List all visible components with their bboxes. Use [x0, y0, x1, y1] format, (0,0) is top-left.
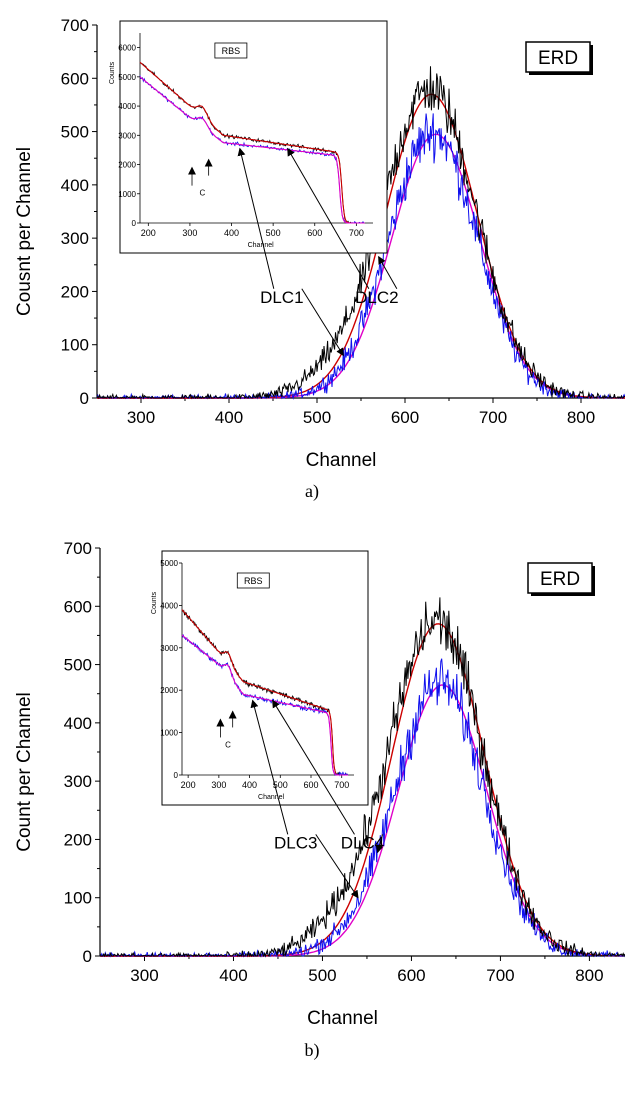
- y-tick-label: 300: [61, 229, 89, 248]
- inset-x-tick-label: 200: [181, 780, 196, 790]
- rbs-box: [214, 42, 248, 59]
- inset-x-tick-label: 500: [266, 228, 281, 238]
- series-line-black: [99, 597, 625, 958]
- inset-y-tick-label: 4000: [160, 601, 178, 610]
- y-tick-label: 400: [64, 714, 92, 733]
- series-line-black: [96, 66, 625, 400]
- annotation-arrow: [375, 834, 384, 854]
- erd-box-shadow: [531, 593, 595, 596]
- y-tick-label: 0: [83, 947, 92, 966]
- y-tick-label: 500: [64, 656, 92, 675]
- annotation-label: DLC3: [274, 833, 317, 852]
- inset-series-magenta: [181, 634, 348, 776]
- inset-y-tick-label: 5000: [160, 559, 178, 568]
- x-tick-label: 700: [479, 408, 507, 427]
- x-tick-label: 800: [567, 408, 595, 427]
- annotation-arrow: [272, 699, 355, 835]
- inset-y-tick-label: 1000: [118, 190, 136, 199]
- y-tick-label: 0: [80, 389, 89, 408]
- inset-x-tick-label: 400: [242, 780, 257, 790]
- annotation-arrow: [237, 147, 275, 289]
- inset-x-tick-label: 700: [334, 780, 349, 790]
- erd-label: ERD: [540, 569, 580, 590]
- inset-y-tick-label: 4000: [118, 102, 136, 111]
- inset-y-tick-label: 2000: [160, 686, 178, 695]
- erd-box: [525, 41, 591, 73]
- inset-frame: [119, 20, 388, 254]
- x-tick-label: 800: [575, 966, 603, 985]
- y-tick-label: 500: [61, 123, 89, 142]
- rbs-label: RBS: [222, 46, 241, 56]
- inset-y-tick-label: 5000: [118, 73, 136, 82]
- erd-box-shadow: [529, 72, 593, 75]
- figure-caption: b): [305, 1040, 320, 1061]
- inset-y-tick-label: 2000: [118, 161, 136, 170]
- x-axis-title: Channel: [306, 450, 377, 471]
- annotation-arrow: [287, 147, 370, 290]
- inset-frame: [161, 550, 369, 806]
- annotation-label: DLC1: [260, 288, 303, 307]
- x-tick-label: 400: [215, 408, 243, 427]
- y-axis-title: Cousnt per Channel: [14, 147, 35, 316]
- y-tick-label: 700: [64, 539, 92, 558]
- x-tick-label: 300: [130, 966, 158, 985]
- rbs-box: [236, 572, 270, 589]
- annotation-arrow: [250, 699, 289, 835]
- figure-caption: a): [305, 481, 319, 502]
- erd-label: ERD: [538, 48, 578, 69]
- y-tick-label: 400: [61, 176, 89, 195]
- inset-x-tick-label: 200: [141, 228, 156, 238]
- y-tick-label: 200: [64, 830, 92, 849]
- inset-x-tick-label: 300: [182, 228, 197, 238]
- y-tick-label: 700: [61, 16, 89, 35]
- erd-box-shadow: [590, 45, 593, 75]
- inset-x-tick-label: 700: [349, 228, 364, 238]
- x-tick-label: 300: [127, 408, 155, 427]
- inset-x-tick-label: 500: [273, 780, 288, 790]
- inset-y-tick-label: 3000: [118, 131, 136, 140]
- inset-marker-label: C: [200, 189, 206, 198]
- annotation-arrow: [301, 288, 344, 357]
- x-tick-label: 500: [303, 408, 331, 427]
- inset-y-tick-label: 0: [132, 219, 137, 228]
- inset-series-magenta: [139, 76, 365, 224]
- x-tick-label: 600: [397, 966, 425, 985]
- inset-y-title: Counts: [109, 61, 116, 84]
- annotation-arrow: [315, 834, 359, 899]
- y-tick-label: 300: [64, 772, 92, 791]
- annotation-arrow: [378, 255, 398, 290]
- x-tick-label: 500: [308, 966, 336, 985]
- rbs-label: RBS: [244, 576, 263, 586]
- inset-x-title: Channel: [258, 794, 285, 801]
- y-tick-label: 100: [61, 336, 89, 355]
- inset-y-tick-label: 6000: [118, 44, 136, 53]
- y-tick-label: 100: [64, 889, 92, 908]
- inset-series-red: [181, 609, 348, 776]
- inset-y-tick-label: 0: [174, 771, 179, 780]
- inset-y-title: Counts: [151, 591, 158, 614]
- inset-x-tick-label: 600: [303, 780, 318, 790]
- annotation-label: DLC2: [355, 288, 398, 307]
- inset-y-tick-label: 1000: [160, 729, 178, 738]
- x-tick-label: 700: [486, 966, 514, 985]
- x-tick-label: 400: [219, 966, 247, 985]
- y-tick-label: 600: [61, 69, 89, 88]
- y-tick-label: 600: [64, 597, 92, 616]
- inset-x-tick-label: 300: [211, 780, 226, 790]
- inset-x-tick-label: 600: [307, 228, 322, 238]
- inset-x-tick-label: 400: [224, 228, 239, 238]
- inset-x-title: Channel: [248, 242, 275, 249]
- erd-box: [527, 562, 593, 594]
- annotation-label: DLC4: [341, 833, 384, 852]
- erd-box-shadow: [592, 566, 595, 596]
- inset-marker-label: C: [225, 740, 231, 749]
- y-axis-title: Count per Channel: [14, 692, 35, 852]
- x-axis-title: Channel: [307, 1008, 378, 1029]
- y-tick-label: 200: [61, 282, 89, 301]
- inset-y-tick-label: 3000: [160, 644, 178, 653]
- inset-series-red: [139, 61, 365, 224]
- x-tick-label: 600: [391, 408, 419, 427]
